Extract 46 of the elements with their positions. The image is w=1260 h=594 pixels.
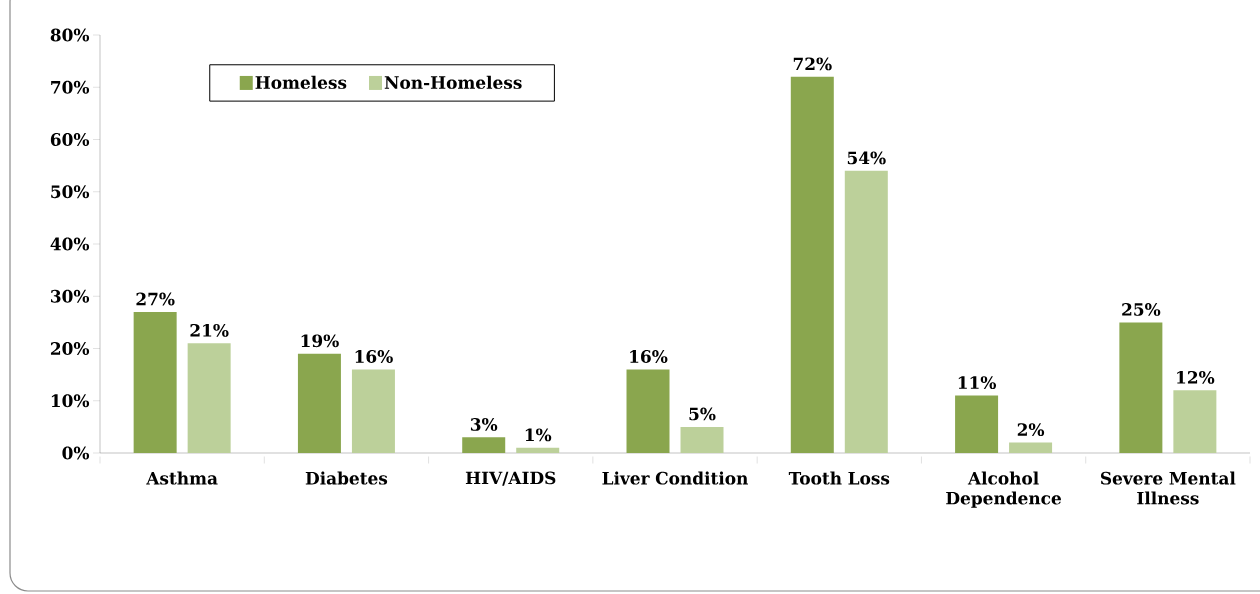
x-tick-label: HIV/AIDS bbox=[465, 471, 556, 486]
data-label: 54% bbox=[847, 151, 886, 165]
data-label: 72% bbox=[793, 57, 832, 71]
bar bbox=[462, 437, 506, 453]
x-tick-label: Diabetes bbox=[305, 471, 388, 485]
data-label: 27% bbox=[136, 292, 175, 306]
data-label: 16% bbox=[355, 350, 393, 363]
bar bbox=[626, 369, 670, 453]
y-tick-label: 0% bbox=[62, 446, 90, 460]
x-tick-label: Severe Mental Illness bbox=[1100, 471, 1236, 505]
bar bbox=[297, 353, 341, 453]
y-tick-label: 30% bbox=[51, 289, 90, 303]
y-tick-label: 60% bbox=[50, 133, 90, 146]
bar bbox=[187, 343, 231, 453]
data-label: 5% bbox=[689, 407, 716, 421]
data-label: 21% bbox=[190, 323, 229, 337]
data-label: 1% bbox=[525, 428, 552, 442]
data-label: 11% bbox=[958, 376, 997, 389]
bar bbox=[790, 76, 834, 453]
data-label: 12% bbox=[1177, 370, 1215, 384]
bar bbox=[351, 369, 395, 453]
data-label: 19% bbox=[301, 334, 339, 348]
legend-label: Homeless bbox=[255, 75, 347, 89]
y-tick-label: 10% bbox=[51, 394, 90, 408]
legend-label: Non-Homeless bbox=[384, 75, 522, 89]
bar bbox=[844, 170, 888, 453]
bar bbox=[1119, 322, 1163, 453]
data-label: 25% bbox=[1122, 303, 1161, 316]
y-tick-label: 20% bbox=[50, 342, 90, 355]
y-tick-label: 50% bbox=[51, 185, 90, 199]
x-tick-label: Asthma bbox=[146, 471, 218, 485]
data-label: 3% bbox=[470, 417, 498, 431]
bar bbox=[133, 311, 177, 453]
data-label: 16% bbox=[630, 350, 668, 363]
y-tick-label: 80% bbox=[50, 28, 90, 42]
bar bbox=[955, 395, 999, 453]
bar bbox=[680, 426, 724, 453]
x-tick-label: Liver Condition bbox=[602, 471, 748, 485]
x-tick-label: Alcohol Dependence bbox=[946, 471, 1061, 508]
bar bbox=[516, 447, 560, 453]
x-tick-label: Tooth Loss bbox=[788, 471, 890, 485]
data-label: 2% bbox=[1017, 423, 1045, 437]
bar bbox=[1009, 442, 1053, 453]
y-tick-label: 70% bbox=[51, 80, 90, 94]
y-tick-label: 40% bbox=[50, 237, 90, 251]
bar bbox=[1173, 390, 1217, 453]
